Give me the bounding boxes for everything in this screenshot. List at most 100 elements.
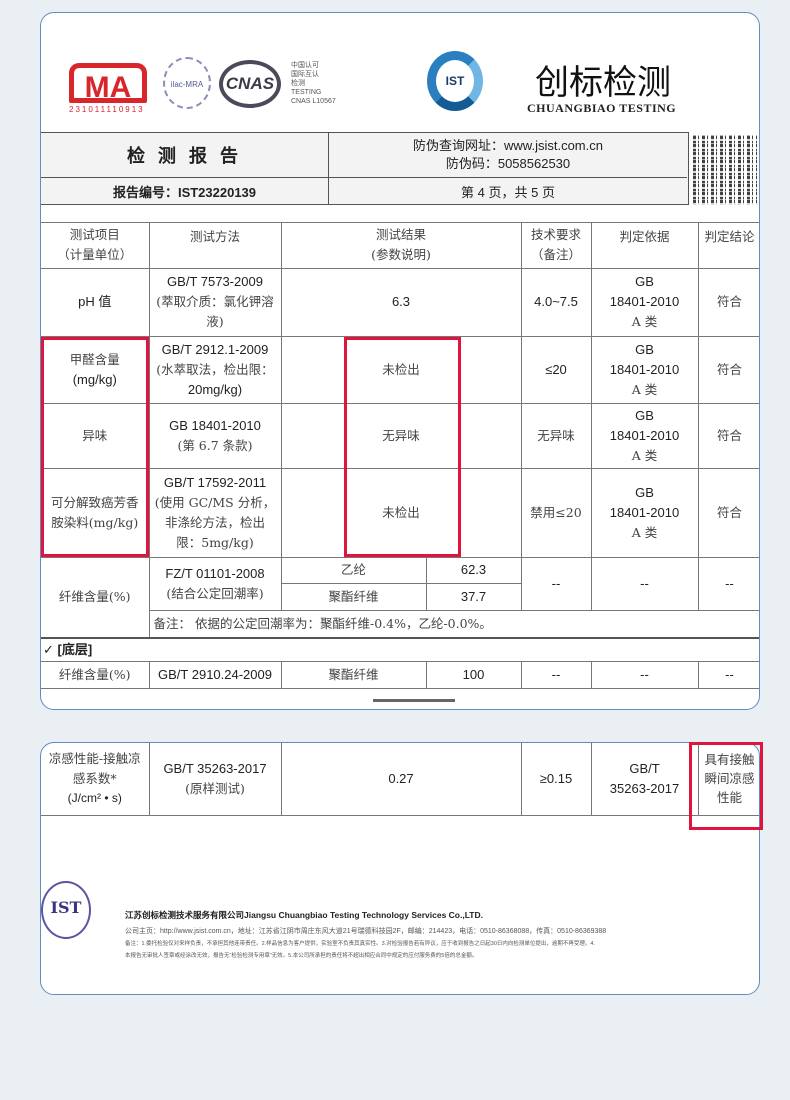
method-text: 限：5mg/kg) — [176, 534, 254, 550]
item-text: 感系数* — [72, 771, 117, 787]
header-basis: 判定依据 — [590, 221, 699, 269]
test-results-table: 测试项目 （计量单位） 测试方法 测试结果 (参数说明) 技术要求 （备注） 判定依据… — [41, 205, 759, 689]
ist-seal: IST — [41, 881, 91, 939]
conclusion-cell: 具有接触瞬间凉感性能 — [697, 743, 759, 816]
basis-cell: GB 18401-2010 A 类 — [590, 402, 699, 469]
method-text: (使用 GC/MS 分析， — [154, 494, 276, 510]
conclusion-cell: 符合 — [697, 402, 759, 469]
component-value: 100 — [425, 660, 522, 689]
method-cell: FZ/T 01101-2008 (结合公定回潮率) — [148, 556, 282, 611]
basis-text: 35263-2017 — [609, 780, 680, 796]
basis-text: 18401-2010 — [609, 504, 680, 520]
header-conclusion: 判定结论 — [697, 221, 759, 269]
verify-info: 防伪查询网址：www.jsist.com.cn 防伪码：5058562530 — [329, 133, 687, 178]
result-cell: 未检出 — [280, 335, 522, 404]
header-item: 测试项目 （计量单位） — [41, 221, 150, 269]
basis-cell: GB/T 35263-2017 — [590, 743, 699, 816]
conclusion-text: 性能 — [716, 790, 742, 806]
conclusion-text: 瞬间凉感 — [704, 771, 755, 787]
method-cell: GB/T 7573-2009 (萃取介质：氯化钾溶 液) — [148, 267, 282, 337]
basis-text: 18401-2010 — [609, 361, 680, 377]
item-cell: 凉感性能-接触凉 感系数* (J/cm² • s) — [41, 743, 150, 816]
conclusion-cell: 符合 — [697, 335, 759, 404]
report-page-5: 凉感性能-接触凉 感系数* (J/cm² • s) GB/T 35263-2017 (… — [40, 742, 760, 995]
report-number: 报告编号：IST23220139 — [41, 178, 329, 204]
conclusion-cell: 符合 — [697, 267, 759, 337]
footer-note-2: 本报告无审批人签章或经涂改无效，报告无“检验检测专用章”无效。5.本公司所承担的… — [125, 953, 478, 959]
item-text: (J/cm² • s) — [67, 791, 122, 806]
method-cell: GB/T 2912.1-2009 (水萃取法，检出限： 20mg/kg) — [148, 335, 282, 404]
footer-note-1: 备注：1.委托检验仅对来样负责，不承担其他连带责任。2.样品信息为客户提供，实验… — [125, 941, 595, 947]
basis-text: A 类 — [631, 524, 658, 540]
method-text: GB/T 7573-2009 — [167, 274, 263, 289]
company-name-cn: 创标检测 — [535, 63, 671, 103]
requirement-cell: 无异味 — [520, 402, 592, 469]
highlight-box — [689, 742, 763, 830]
component-name: 聚酯纤维 — [280, 582, 427, 611]
scroll-indicator[interactable] — [373, 699, 455, 702]
verify-url: 防伪查询网址：www.jsist.com.cn — [413, 138, 603, 153]
header-result: 测试结果 (参数说明) — [280, 221, 522, 269]
basis-cell: -- — [590, 660, 699, 689]
table-row: 可分解致癌芳香 胺染料(mg/kg) GB/T 17592-2011 (使用 GC/… — [41, 467, 759, 558]
basis-text: A 类 — [631, 447, 658, 463]
item-text: 胺染料(mg/kg) — [51, 514, 139, 530]
cnas-logo: CNAS — [219, 60, 281, 108]
ilac-mra-logo: ilac-MRA — [163, 57, 211, 109]
basis-cell: GB 18401-2010 A 类 — [590, 335, 699, 404]
component-name: 乙纶 — [280, 556, 427, 584]
fiber-row: 纤维含量(%) GB/T 2910.24-2009 聚酯纤维 100 -- --… — [41, 660, 759, 689]
conclusion-cell: 符合 — [697, 467, 759, 558]
header-text: 测试结果 — [375, 227, 426, 242]
header-text: 测试项目 — [69, 227, 120, 242]
highlight-box — [41, 337, 149, 557]
requirement-cell: 禁用≤20 — [520, 467, 592, 558]
header-method: 测试方法 — [148, 221, 282, 269]
method-text: GB/T 35263-2017 — [163, 760, 267, 776]
item-cell: 甲醛含量 (mg/kg) — [41, 335, 150, 404]
item-text: 可分解致癌芳香 — [50, 494, 139, 510]
header-requirement: 技术要求 （备注） — [520, 221, 592, 269]
table-header-row: 测试项目 （计量单位） 测试方法 测试结果 (参数说明) 技术要求 （备注） 判定依据… — [41, 221, 759, 269]
requirement-cell: -- — [520, 660, 592, 689]
method-text: (萃取介质：氯化钾溶 — [156, 294, 274, 309]
footer-company: 江苏创标检测技术服务有限公司Jiangsu Chuangbiao Testing… — [125, 910, 483, 920]
basis-text: 18401-2010 — [609, 294, 680, 309]
item-text: (mg/kg) — [72, 371, 117, 387]
item-cell: 纤维含量(%) — [41, 660, 150, 689]
method-text: GB/T 2912.1-2009 — [161, 341, 269, 357]
basis-cell: -- — [590, 556, 699, 611]
result-cell: 0.27 — [280, 743, 522, 816]
item-cell: 纤维含量(%) — [41, 556, 150, 639]
item-text: 甲醛含量 — [69, 351, 120, 367]
requirement-cell: 4.0~7.5 — [520, 267, 592, 337]
component-value: 37.7 — [425, 582, 522, 611]
method-text: 非涤纶方法，检出 — [164, 514, 265, 530]
section-row: ✓ [底层] — [41, 637, 759, 662]
basis-cell: GB 18401-2010 A 类 — [590, 467, 699, 558]
page-info: 第 4 页，共 5 页 — [461, 184, 555, 200]
basis-text: GB/T — [629, 760, 660, 776]
basis-text: A 类 — [631, 381, 658, 397]
conclusion-text: 具有接触 — [704, 752, 755, 768]
basis-text: A 类 — [631, 314, 658, 329]
header-subtext: （备注） — [530, 247, 581, 262]
header-text: 技术要求 — [530, 227, 581, 242]
method-cell: GB/T 2910.24-2009 — [148, 660, 282, 689]
method-cell: GB/T 35263-2017 (原样测试) — [148, 743, 282, 816]
footer-contact: 公司主页：http://www.jsist.com.cn，地址：江苏省江阴市周庄… — [125, 928, 607, 935]
note-row: 备注： 依据的公定回潮率为：聚酯纤维-0.4%，乙纶-0.0%。 — [41, 609, 759, 639]
basis-text: GB — [635, 341, 654, 357]
requirement-cell: -- — [520, 556, 592, 611]
ist-logo: IST — [427, 51, 483, 111]
conclusion-cell: -- — [697, 556, 759, 611]
highlight-box — [344, 337, 461, 557]
basis-text: GB — [635, 274, 654, 289]
basis-cell: GB 18401-2010 A 类 — [590, 267, 699, 337]
table-row: 凉感性能-接触凉 感系数* (J/cm² • s) GB/T 35263-2017 (… — [41, 743, 759, 816]
qr-code[interactable] — [693, 135, 757, 205]
method-text: GB 18401-2010 — [169, 417, 261, 433]
header-subtext: (参数说明) — [371, 247, 431, 262]
fiber-row: 纤维含量(%) FZ/T 01101-2008 (结合公定回潮率) 乙纶 62.3… — [41, 556, 759, 639]
conclusion-cell: -- — [697, 660, 759, 689]
